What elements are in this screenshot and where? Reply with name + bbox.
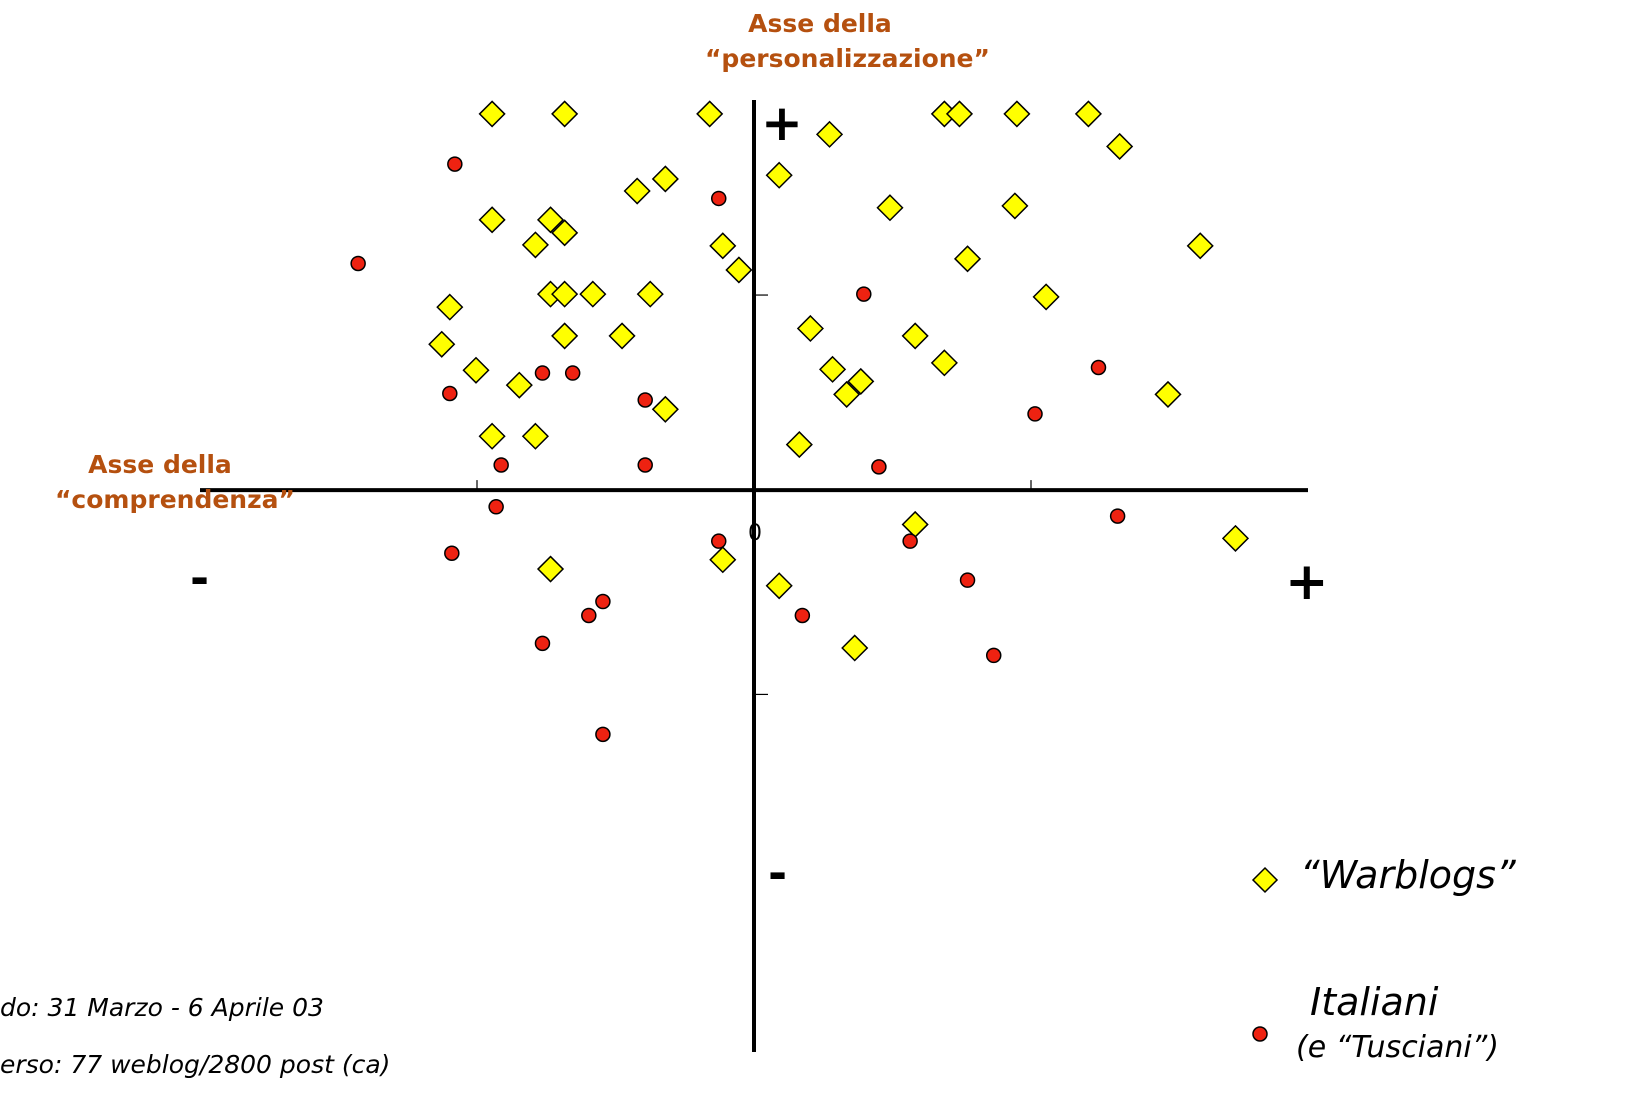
italiani-point bbox=[444, 545, 460, 561]
warblog-point bbox=[796, 314, 824, 343]
italiani-point bbox=[534, 365, 551, 381]
warblog-point bbox=[930, 349, 958, 377]
warblog-point bbox=[833, 380, 861, 408]
warblog-point bbox=[551, 219, 579, 247]
warblog-point bbox=[462, 356, 490, 384]
warblog-point bbox=[521, 231, 549, 259]
warblog-point bbox=[785, 431, 813, 459]
axes bbox=[200, 100, 1308, 1052]
x-axis-title: Asse della “comprendenza” bbox=[55, 450, 295, 514]
warblog-point bbox=[847, 367, 875, 395]
warblog-point bbox=[521, 422, 549, 450]
warblog-point bbox=[536, 206, 565, 234]
warblog-point bbox=[436, 293, 464, 321]
warblog-point bbox=[696, 100, 724, 128]
data-points bbox=[350, 100, 1250, 743]
italiani-point bbox=[488, 499, 504, 515]
italiani-point bbox=[1109, 508, 1126, 524]
italiani-point bbox=[442, 385, 458, 402]
italiani-point bbox=[710, 533, 727, 549]
legend-italiani-sublabel: (e “Tusciani”) bbox=[1296, 1030, 1499, 1065]
warblog-point bbox=[536, 555, 565, 583]
warblog-point bbox=[953, 245, 982, 273]
warblog-point bbox=[623, 177, 651, 205]
italiani-point bbox=[350, 255, 366, 272]
legend-italiani-label: Italiani bbox=[1310, 980, 1439, 1024]
y-positive-label: + bbox=[761, 94, 803, 152]
origin-label: 0 bbox=[748, 521, 762, 546]
warblog-point bbox=[636, 280, 664, 308]
italiani-point bbox=[534, 635, 551, 652]
italiani-point bbox=[856, 286, 872, 302]
x-positive-label: + bbox=[1285, 552, 1329, 612]
warblog-point bbox=[478, 100, 506, 128]
warblog-point bbox=[651, 165, 679, 193]
italiani-point bbox=[493, 457, 509, 473]
warblog-point bbox=[815, 120, 844, 148]
warblog-point bbox=[901, 322, 929, 350]
warblog-point bbox=[551, 100, 579, 128]
x-negative-label: - bbox=[190, 551, 210, 605]
italiani-point bbox=[710, 190, 727, 207]
italiani-point bbox=[581, 607, 597, 624]
legend-diamond-icon bbox=[1251, 866, 1279, 894]
warblog-point bbox=[551, 280, 579, 308]
italiani-point bbox=[595, 726, 611, 743]
warblog-point bbox=[608, 322, 636, 350]
y-axis-title: Asse della “personalizzazione” bbox=[705, 9, 990, 73]
warblog-point bbox=[819, 355, 847, 383]
warblog-point bbox=[709, 546, 737, 574]
italiani-point bbox=[637, 392, 653, 408]
italiani-point bbox=[794, 607, 811, 624]
italiani-point bbox=[564, 365, 581, 381]
warblog-point bbox=[1154, 380, 1182, 408]
warblog-point bbox=[478, 206, 506, 234]
italiani-point bbox=[637, 457, 653, 473]
italiani-point bbox=[447, 156, 463, 172]
italiani-point bbox=[985, 647, 1002, 664]
warblog-point bbox=[505, 371, 533, 399]
warblog-point bbox=[841, 634, 869, 662]
italiani-point bbox=[871, 459, 887, 475]
warblog-point bbox=[478, 422, 506, 450]
warblog-point bbox=[901, 510, 929, 539]
warblog-point bbox=[1032, 283, 1060, 311]
footnote-universe: erso: 77 weblog/2800 post (ca) bbox=[0, 1050, 391, 1079]
warblog-point bbox=[551, 322, 579, 350]
warblog-point bbox=[651, 395, 679, 423]
italiani-point bbox=[595, 593, 611, 610]
warblog-point bbox=[1106, 132, 1134, 160]
warblog-point bbox=[765, 572, 793, 600]
warblog-point bbox=[1186, 232, 1214, 260]
warblog-point bbox=[1074, 100, 1102, 128]
legend-warblogs-label: “Warblogs” bbox=[1300, 853, 1516, 897]
warblog-point bbox=[725, 256, 753, 284]
warblog-point bbox=[579, 280, 607, 308]
warblog-point bbox=[945, 100, 974, 128]
warblog-point bbox=[765, 161, 793, 189]
warblog-point bbox=[709, 232, 737, 260]
italiani-point bbox=[1027, 406, 1043, 422]
warblog-point bbox=[428, 330, 456, 358]
italiani-point bbox=[1090, 359, 1107, 376]
warblog-point bbox=[1003, 100, 1031, 128]
warblog-point bbox=[876, 194, 904, 222]
warblog-point bbox=[1001, 192, 1029, 220]
warblog-point bbox=[1221, 524, 1250, 552]
italiani-point bbox=[959, 572, 976, 588]
legend-circle-icon bbox=[1252, 1026, 1268, 1042]
footnote-period: do: 31 Marzo - 6 Aprile 03 bbox=[0, 993, 324, 1022]
y-negative-label: - bbox=[768, 846, 788, 900]
italiani-point bbox=[902, 533, 918, 549]
